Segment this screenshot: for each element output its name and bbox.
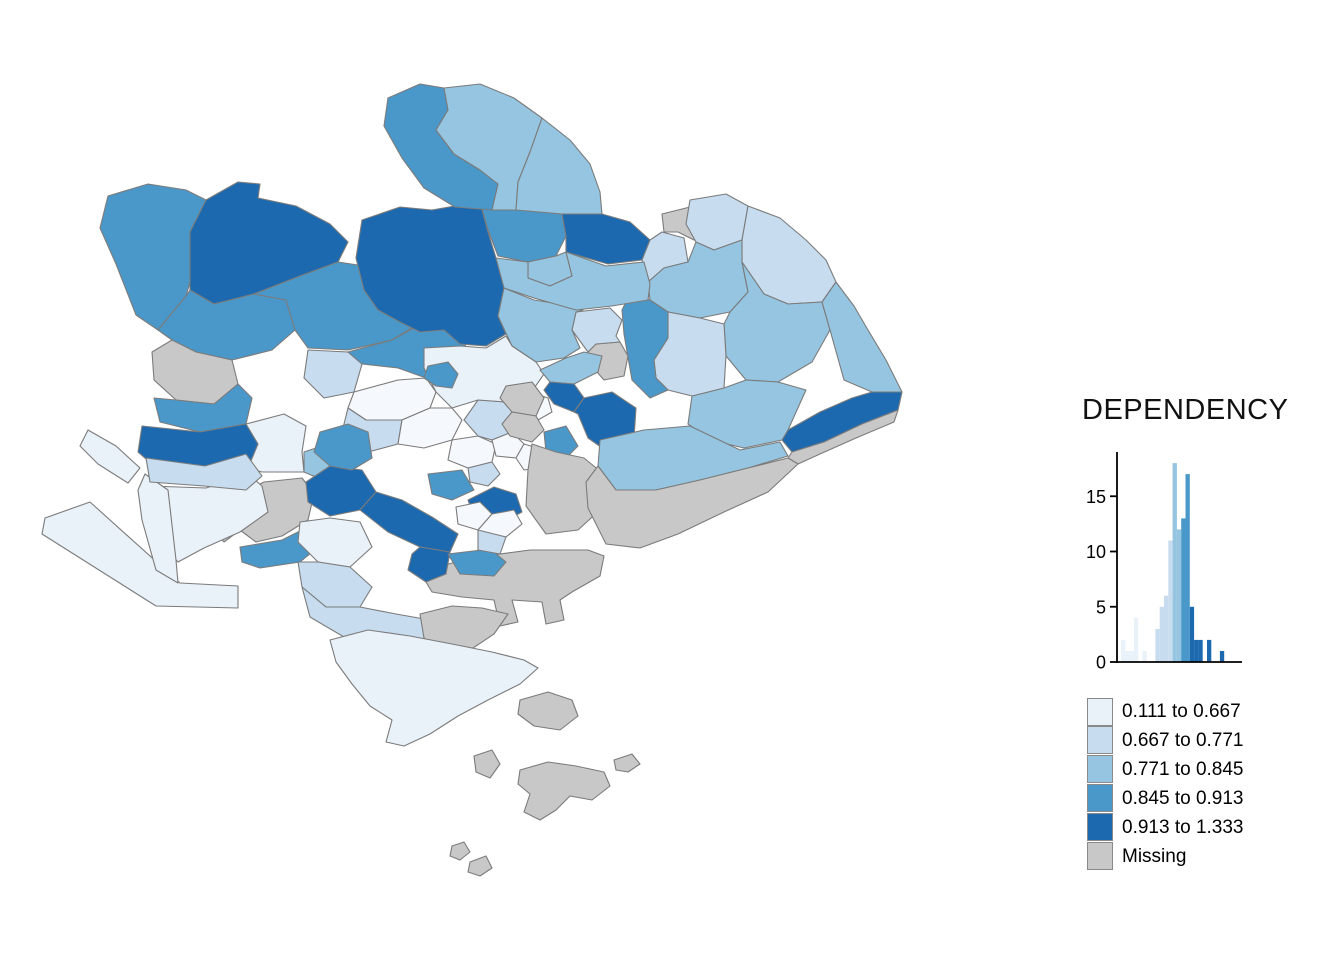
histogram-bar [1181,518,1186,663]
map-region-r59 [407,546,451,583]
legend-histogram: 0 5 10 15 [1086,452,1242,673]
legend-item: 0.845 to 0.913 [1087,784,1244,813]
y-axis-tick-label: 5 [1096,597,1106,617]
map-region-r81 [137,473,179,584]
legend-swatch-class4 [1087,784,1113,812]
histogram-bar [1164,595,1169,662]
map-region-r18 [397,407,463,449]
legend-swatch-missing [1087,842,1113,870]
map-regions-layer [41,83,903,877]
histogram-bar [1125,651,1130,663]
histogram-bar [1219,651,1225,663]
map-region-r42 [571,307,623,353]
map-region-r78 [79,429,141,484]
map-region-r44 [495,251,651,311]
legend-swatch-class1 [1087,697,1113,726]
map-region-r35 [821,281,903,393]
map-region-r55 [585,457,799,549]
map-region-r46 [423,361,459,389]
legend-item: Missing [1087,842,1244,871]
histogram-bar [1133,617,1139,662]
legend-item: 0.913 to 1.333 [1087,813,1244,842]
map-region-r58 [359,491,459,553]
legend-swatch-class2 [1087,726,1113,754]
histogram-bar [1129,651,1134,663]
legend-item: 0.771 to 0.845 [1087,755,1244,784]
map-region-r77 [613,753,641,773]
map-region-r79 [41,501,239,609]
legend-swatch-class5 [1087,813,1113,841]
legend-item: 0.111 to 0.667 [1087,697,1244,726]
map-region-r69 [313,423,373,471]
map-region-r49 [501,411,545,443]
map-region-r07 [153,383,253,433]
legend-label: 0.111 to 0.667 [1122,701,1241,722]
histogram-bar [1189,606,1195,663]
legend-swatch-class3 [1087,755,1113,783]
map-region-r40 [621,293,669,399]
histogram-bar [1198,639,1203,662]
legend-item: 0.667 to 0.771 [1087,726,1244,755]
legend: 0.111 to 0.667 0.667 to 0.771 0.771 to 0… [1087,697,1244,871]
histogram-bar [1172,463,1177,662]
map-region-r76 [467,855,493,877]
map-region-r72 [517,691,579,731]
y-axis-tick-label: 15 [1086,487,1106,507]
map-region-r60 [427,469,475,501]
map-region-r68 [477,529,507,555]
y-axis-tick-label: 0 [1096,653,1106,673]
legend-label: 0.771 to 0.845 [1122,759,1244,780]
map-region-r74 [517,761,611,821]
histogram-bar [1142,651,1147,663]
map-region-r73 [473,749,501,779]
histogram-bar [1155,628,1160,663]
map-region-r82 [145,453,263,491]
legend-title: DEPENDENCY [1082,394,1289,426]
histogram-bar [1121,639,1126,662]
histogram-bar [1207,639,1212,662]
map-region-r85 [515,117,603,215]
histogram-bar [1185,474,1190,662]
histogram-bar [1168,540,1173,663]
map-region-r84 [435,83,543,211]
map-region-r63 [297,517,373,568]
map-region-r75 [449,841,471,861]
legend-label: 0.913 to 1.333 [1122,817,1244,838]
histogram-bar [1159,606,1164,663]
legend-label: Missing [1122,846,1187,867]
histogram-bar [1194,639,1199,662]
map-region-r53 [525,443,607,535]
legend-label: 0.845 to 0.913 [1122,788,1244,809]
map-region-r23 [467,461,501,487]
histogram-bar [1176,529,1182,662]
map-region-r71 [329,629,539,747]
legend-label: 0.667 to 0.771 [1122,730,1244,751]
y-axis-tick-label: 10 [1086,542,1106,562]
